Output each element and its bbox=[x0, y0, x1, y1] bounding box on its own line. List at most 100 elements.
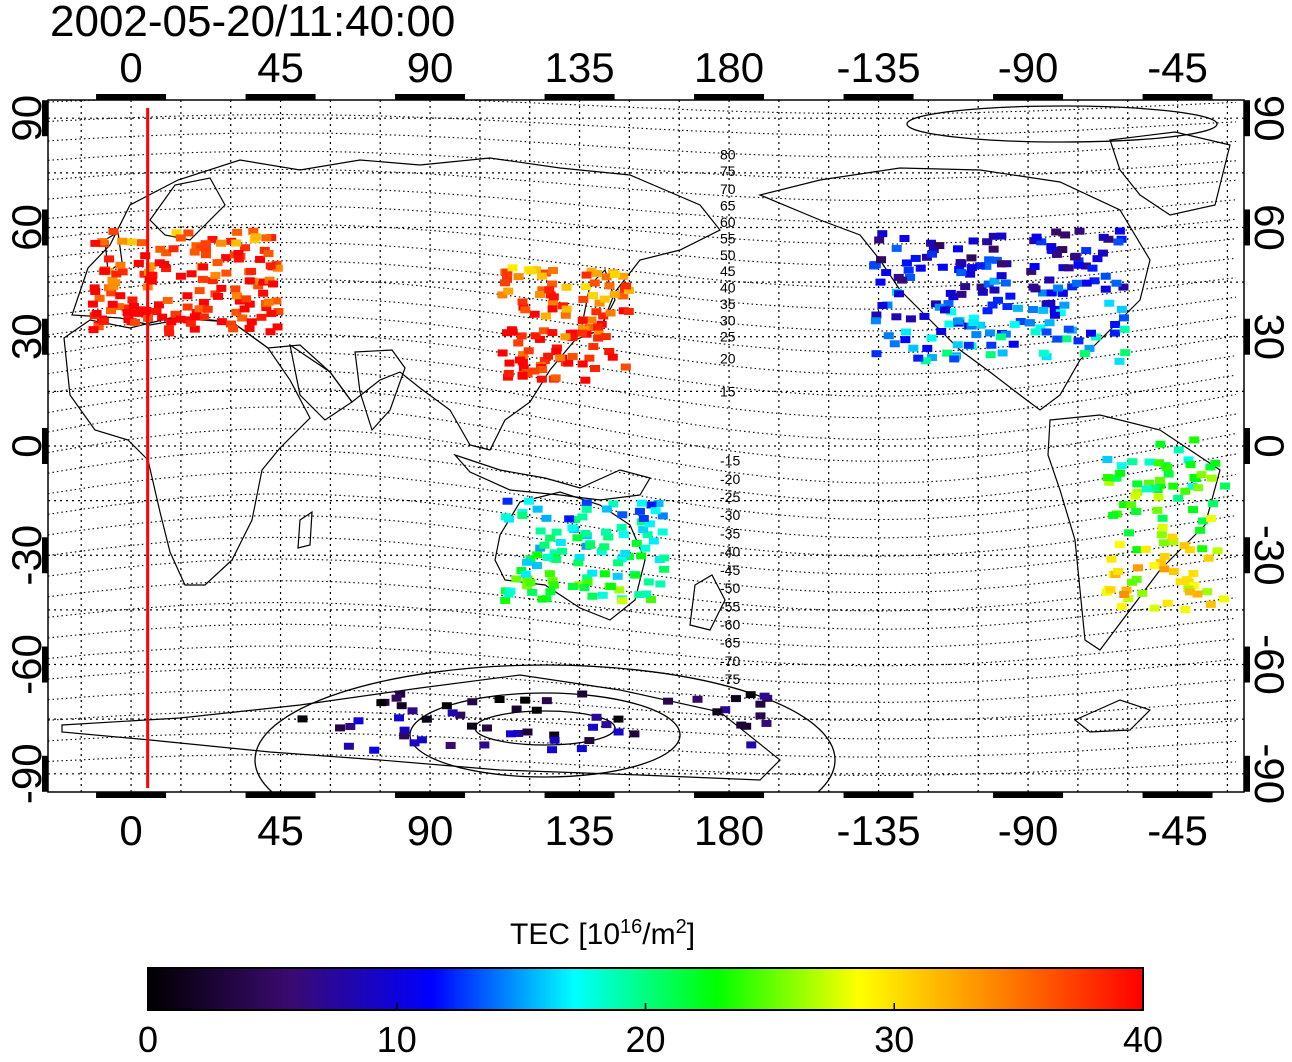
bottom-lon-label: 0 bbox=[119, 807, 142, 854]
tec-observation bbox=[1173, 494, 1184, 502]
tec-observation bbox=[535, 290, 546, 298]
magnetic-contour bbox=[48, 732, 1237, 758]
tec-observation bbox=[891, 244, 902, 252]
tec-observation bbox=[572, 534, 583, 542]
tec-observation bbox=[200, 240, 211, 248]
tec-observation bbox=[618, 272, 629, 280]
contour-label: 20 bbox=[720, 351, 736, 367]
tec-observation bbox=[522, 728, 533, 736]
tec-observation bbox=[537, 272, 548, 280]
tec-observation bbox=[502, 373, 513, 381]
tec-observation bbox=[151, 307, 162, 315]
tec-observation bbox=[877, 301, 888, 309]
tec-observation bbox=[1051, 228, 1062, 236]
tec-observation bbox=[567, 524, 578, 532]
left-lat-label: -90 bbox=[3, 743, 50, 804]
tec-observation bbox=[115, 292, 126, 300]
tec-observation bbox=[1162, 599, 1173, 607]
tec-observation bbox=[1196, 471, 1207, 479]
tec-observation bbox=[891, 313, 902, 321]
tec-observation bbox=[1132, 564, 1143, 572]
tec-observation bbox=[600, 333, 611, 341]
tec-observation bbox=[521, 558, 532, 566]
tec-observation bbox=[581, 271, 592, 279]
tec-observation bbox=[248, 227, 259, 235]
tec-observation bbox=[585, 541, 596, 549]
tec-observation bbox=[755, 700, 766, 708]
top-lon-label: 45 bbox=[257, 44, 304, 91]
tec-observation bbox=[1009, 321, 1020, 329]
tec-observation bbox=[976, 283, 987, 291]
tec-observation bbox=[870, 317, 881, 325]
tec-observation bbox=[621, 282, 632, 290]
tec-observation bbox=[755, 712, 766, 720]
tec-observation bbox=[189, 248, 200, 256]
tec-observation bbox=[549, 731, 560, 739]
tec-observation bbox=[919, 312, 930, 320]
tec-observation bbox=[550, 374, 561, 382]
tec-observation bbox=[130, 309, 141, 317]
tec-observation bbox=[1205, 600, 1216, 608]
tec-observation bbox=[560, 311, 571, 319]
tec-observation bbox=[968, 314, 979, 322]
tec-observation bbox=[557, 547, 568, 555]
tec-observation bbox=[934, 242, 945, 250]
tec-observation bbox=[221, 254, 232, 262]
tec-observation bbox=[1113, 567, 1124, 575]
tec-observation bbox=[161, 249, 172, 257]
tec-observation bbox=[746, 741, 757, 749]
tec-observation bbox=[258, 289, 269, 297]
tec-observation bbox=[1035, 324, 1046, 332]
tec-observation bbox=[93, 323, 104, 331]
tec-observation bbox=[117, 268, 128, 276]
tec-observation bbox=[175, 315, 186, 323]
tec-observation bbox=[648, 537, 659, 545]
tec-observation bbox=[1173, 446, 1184, 454]
tec-observation bbox=[997, 349, 1008, 357]
right-lat-label: 30 bbox=[1246, 313, 1292, 360]
bottom-lon-label: -90 bbox=[998, 807, 1059, 854]
tec-observation bbox=[233, 250, 244, 258]
tec-observation bbox=[1189, 473, 1200, 481]
tec-observation bbox=[1012, 304, 1023, 312]
tec-observation bbox=[171, 229, 182, 237]
tec-observation bbox=[1028, 283, 1039, 291]
tec-observation bbox=[986, 341, 997, 349]
tec-observation bbox=[1100, 272, 1111, 280]
tec-observation bbox=[1203, 554, 1214, 562]
tec-observation bbox=[544, 570, 555, 578]
tec-observation bbox=[540, 312, 551, 320]
tec-observation bbox=[345, 722, 356, 730]
magnetic-contour bbox=[48, 602, 1237, 649]
contour-label: 40 bbox=[720, 280, 736, 296]
top-lon-label: 90 bbox=[407, 44, 454, 91]
tec-observation bbox=[604, 347, 615, 355]
contour-label: 35 bbox=[720, 296, 736, 312]
coastline-new-zealand bbox=[689, 574, 726, 631]
tec-observation bbox=[593, 323, 604, 331]
tec-observation bbox=[952, 341, 963, 349]
tec-observation bbox=[608, 500, 619, 508]
tec-observation bbox=[926, 354, 937, 362]
tec-observation bbox=[1036, 238, 1047, 246]
contour-label: -35 bbox=[720, 525, 740, 541]
tec-observation bbox=[1053, 284, 1064, 292]
top-lon-label: 135 bbox=[545, 44, 615, 91]
tec-observation bbox=[1074, 227, 1085, 235]
tec-observation bbox=[1049, 305, 1060, 313]
tec-observation bbox=[197, 275, 208, 283]
tec-observation bbox=[263, 298, 274, 306]
tec-observation bbox=[507, 328, 518, 336]
tec-observation bbox=[1189, 436, 1200, 444]
tec-observation bbox=[1163, 470, 1174, 478]
tec-observation bbox=[1119, 590, 1130, 598]
colorbar-tick-label: 40 bbox=[1123, 1019, 1163, 1057]
magnetic-contour bbox=[48, 369, 1237, 441]
tec-observation bbox=[97, 238, 108, 246]
tec-observation bbox=[920, 357, 931, 365]
tec-observation bbox=[513, 273, 524, 281]
contour-label: -25 bbox=[720, 489, 740, 505]
tec-observation bbox=[1105, 586, 1116, 594]
tec-observation bbox=[155, 245, 166, 253]
tec-observation bbox=[1140, 545, 1151, 553]
